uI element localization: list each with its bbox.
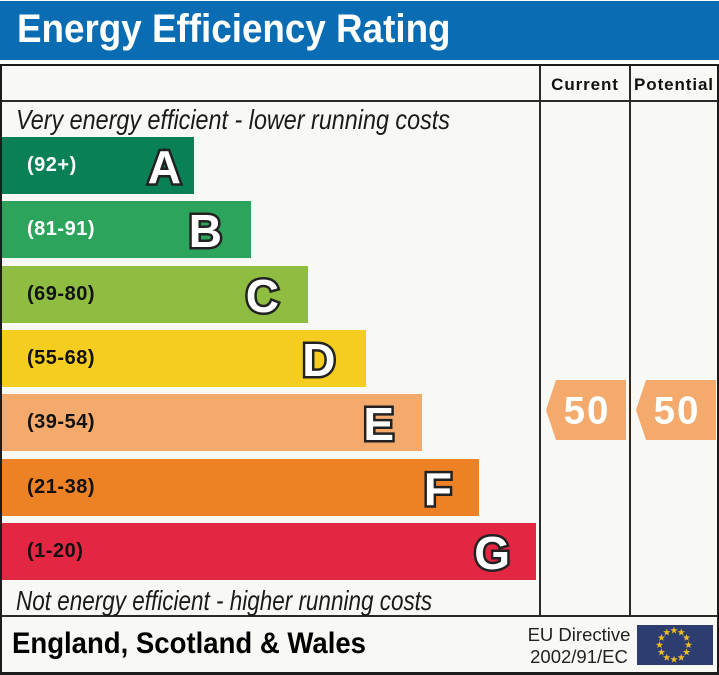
svg-text:50: 50 [564, 390, 611, 433]
svg-text:50: 50 [654, 390, 701, 433]
